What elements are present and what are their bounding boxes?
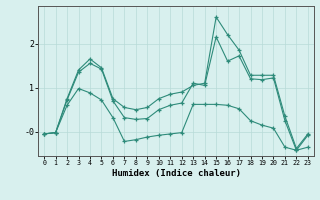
X-axis label: Humidex (Indice chaleur): Humidex (Indice chaleur)	[111, 169, 241, 178]
